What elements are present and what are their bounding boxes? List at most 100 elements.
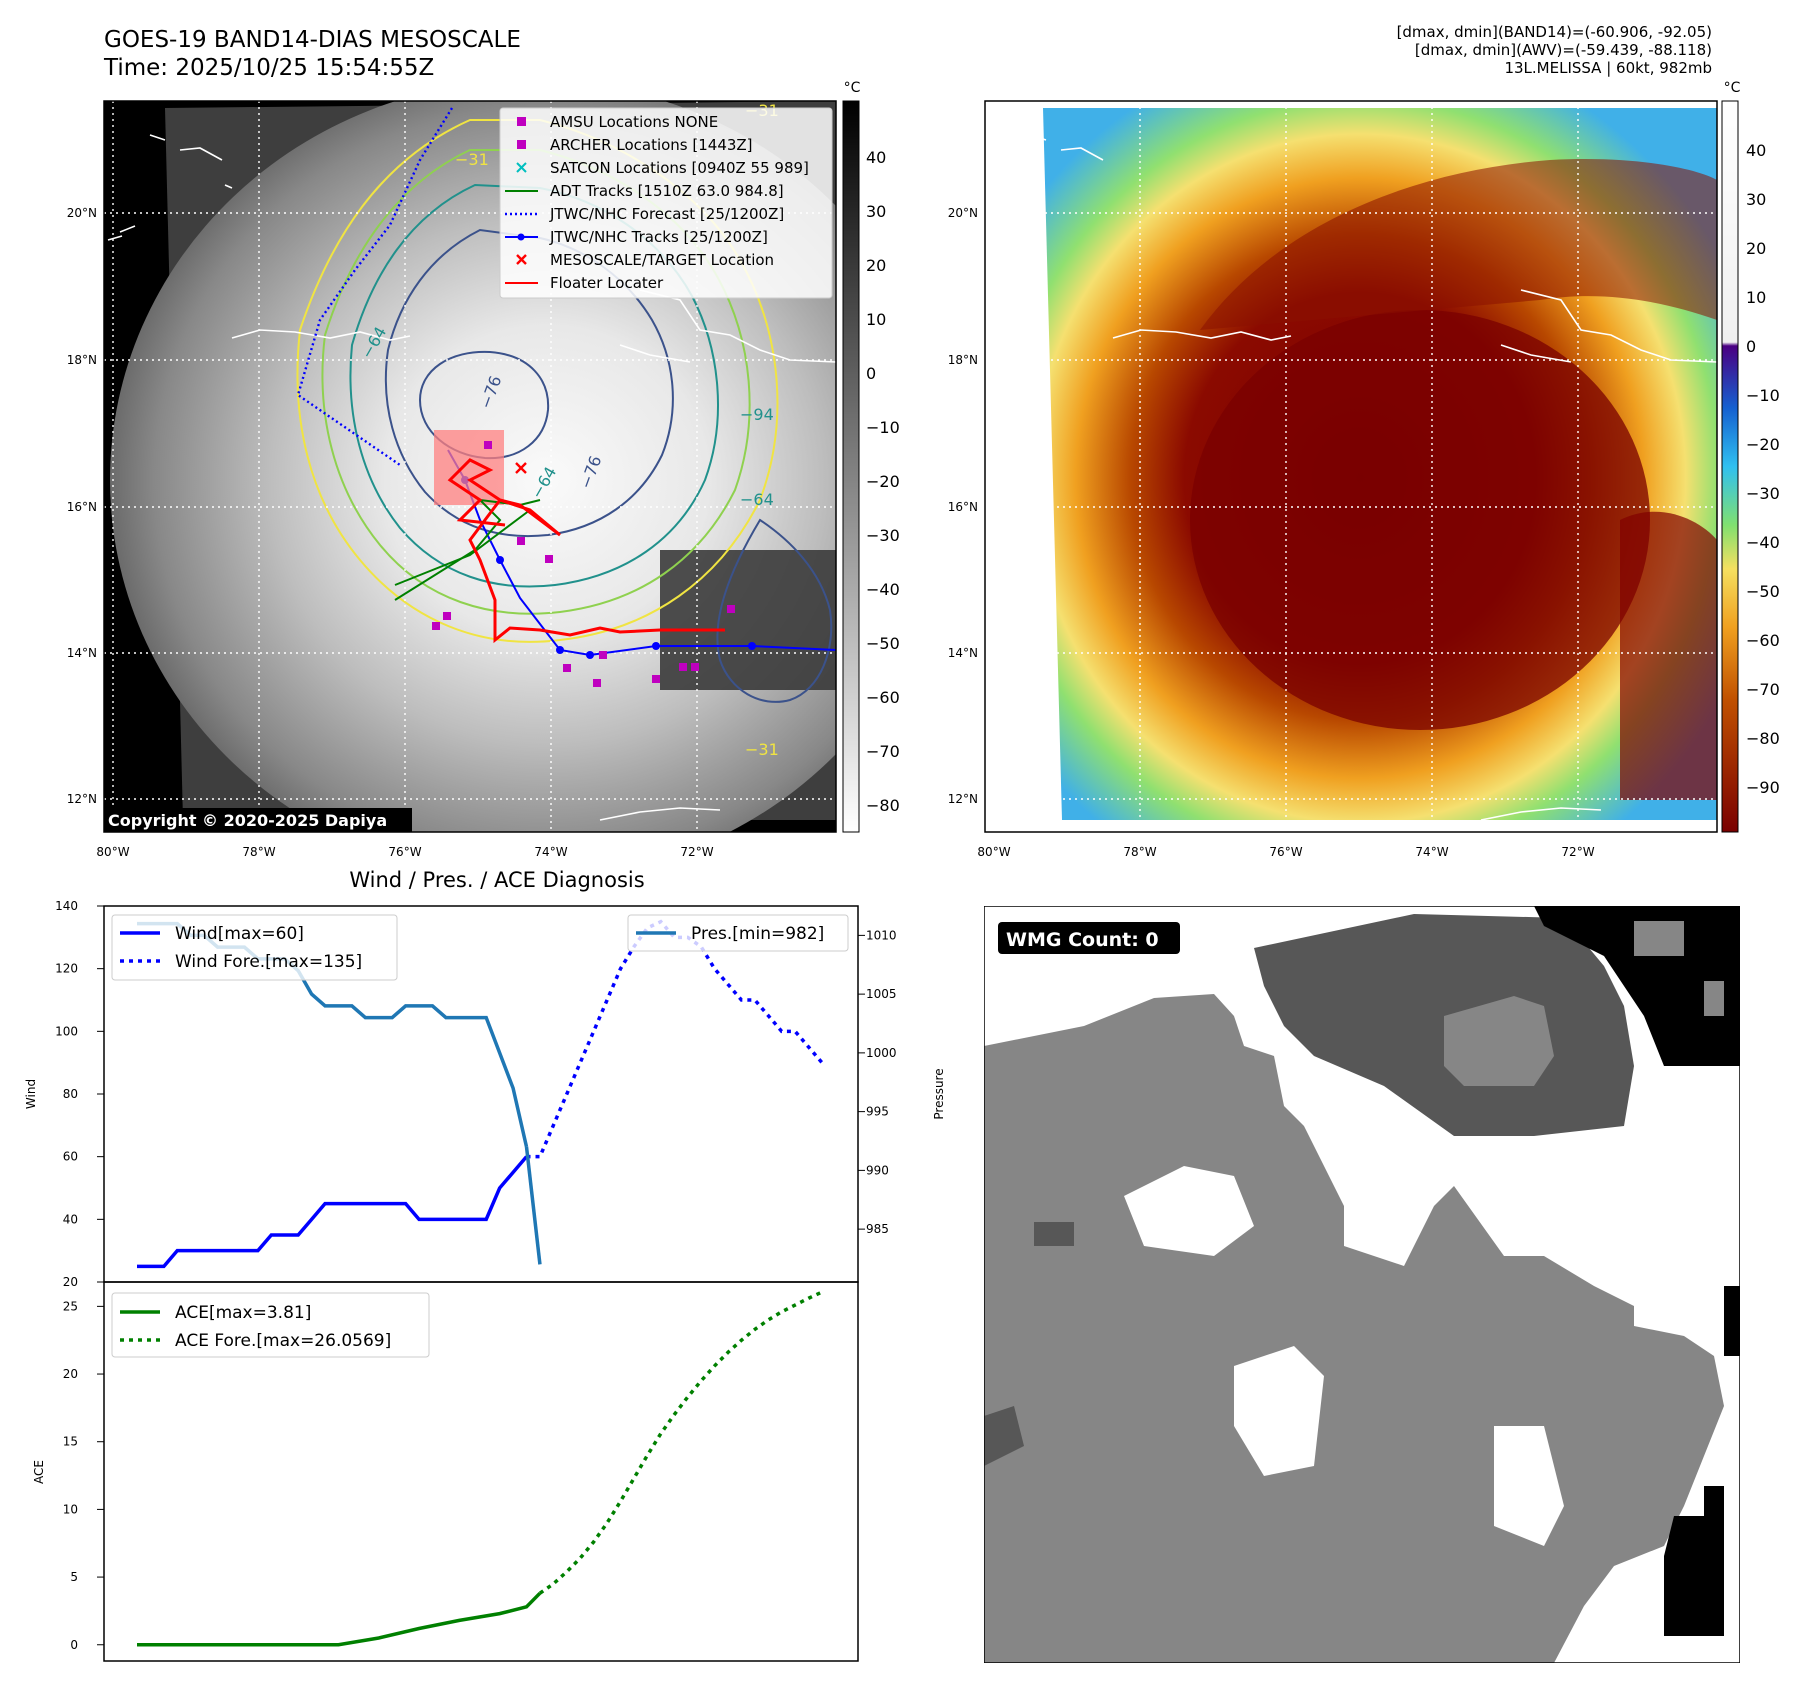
title-line-2: Time: 2025/10/25 15:54:55Z — [104, 55, 435, 81]
svg-text:−60: −60 — [866, 688, 900, 707]
ace-tick-label: 20 — [63, 1367, 78, 1381]
legend-wind: Wind[max=60] — [175, 924, 304, 944]
wind-tick-label: 120 — [55, 962, 78, 976]
svg-text:−20: −20 — [866, 472, 900, 491]
floater-track — [447, 458, 725, 644]
title-line-1: GOES-19 BAND14-DIAS MESOSCALE — [104, 27, 521, 53]
svg-text:−50: −50 — [866, 634, 900, 653]
ace-axis-label: ACE — [32, 1460, 46, 1484]
copyright-text: Copyright © 2020-2025 Dapiya — [108, 811, 387, 830]
jtwc-forecast-track — [296, 107, 454, 466]
wmg-count-label: WMG Count: 0 — [1006, 929, 1159, 951]
svg-text:Floater Locater: Floater Locater — [550, 274, 664, 292]
wind-y-ticks: 140 120 100 80 60 40 20 — [55, 899, 104, 1289]
pressure-legend: Pres.[min=982] — [627, 914, 849, 952]
wind-pres-series-1 — [526, 919, 824, 1159]
wind-tick-label: 100 — [55, 1024, 78, 1038]
info-line-2: [dmax, dmin](AWV)=(-59.439, -88.118) — [1414, 41, 1712, 59]
pressure-tick-label: 1005 — [866, 987, 897, 1001]
left-map-lon-ticks: 80°W 78°W 76°W 74°W 72°W — [96, 845, 713, 859]
svg-text:14°N: 14°N — [67, 646, 97, 660]
series-layer — [137, 919, 824, 1647]
svg-text:76°W: 76°W — [388, 845, 421, 859]
svg-text:72°W: 72°W — [1561, 845, 1594, 859]
svg-text:−10: −10 — [1746, 386, 1780, 405]
svg-text:40: 40 — [866, 148, 886, 167]
svg-text:−60: −60 — [1746, 631, 1780, 650]
wind-pres-series-0 — [137, 1155, 528, 1269]
right-colorbar-ticks: 40 30 20 10 0 −10 −20 −30 −40 −50 −60 −7… — [1746, 141, 1780, 797]
svg-text:20°N: 20°N — [67, 206, 97, 220]
left-map-lat-ticks: 20°N 18°N 16°N 14°N 12°N — [67, 206, 97, 806]
svg-text:SATCON Locations [0940Z 55 989: SATCON Locations [0940Z 55 989] — [550, 159, 809, 177]
left-colorbar-ticks: 40 30 20 10 0 −10 −20 −30 −40 −50 −60 −7… — [866, 148, 900, 815]
pressure-tick-label: 1000 — [866, 1046, 897, 1060]
pressure-axis-label: Pressure — [932, 1068, 946, 1119]
svg-text:78°W: 78°W — [1123, 845, 1156, 859]
svg-text:ARCHER Locations [1443Z]: ARCHER Locations [1443Z] — [550, 136, 753, 154]
svg-text:−30: −30 — [866, 526, 900, 545]
right-colorbar-unit: °C — [1724, 80, 1741, 96]
ace-axes — [103, 1281, 859, 1662]
svg-text:20: 20 — [1746, 239, 1766, 258]
right-map-lon-ticks: 80°W 78°W 76°W 74°W 72°W — [977, 845, 1594, 859]
svg-text:−31: −31 — [455, 150, 489, 169]
figure-title: GOES-19 BAND14-DIAS MESOSCALE Time: 2025… — [104, 26, 521, 82]
svg-text:20°N: 20°N — [948, 206, 978, 220]
wind-axis-label: Wind — [24, 1079, 38, 1109]
pressure-tick-label: 985 — [866, 1222, 889, 1236]
ace-series-0 — [137, 1591, 542, 1647]
wind-legend: Wind[max=60] Wind Fore.[max=135] — [111, 914, 398, 981]
svg-text:80°W: 80°W — [977, 845, 1010, 859]
legend-ace-forecast: ACE Fore.[max=26.0569] — [175, 1331, 391, 1351]
svg-text:−80: −80 — [866, 796, 900, 815]
svg-text:72°W: 72°W — [680, 845, 713, 859]
pressure-tick-label: 995 — [866, 1105, 889, 1119]
legend-wind-forecast: Wind Fore.[max=135] — [175, 952, 362, 972]
svg-text:0: 0 — [1746, 337, 1756, 356]
diagnostic-info: [dmax, dmin](BAND14)=(-60.906, -92.05) [… — [1397, 23, 1712, 77]
svg-text:30: 30 — [866, 202, 886, 221]
svg-text:−70: −70 — [866, 742, 900, 761]
right-map-lat-ticks: 20°N 18°N 16°N 14°N 12°N — [948, 206, 978, 806]
svg-text:18°N: 18°N — [67, 353, 97, 367]
svg-text:ADT Tracks [1510Z 63.0 984.8]: ADT Tracks [1510Z 63.0 984.8] — [550, 182, 784, 200]
ace-y-ticks: 25 20 15 10 5 0 — [63, 1299, 104, 1652]
svg-text:−30: −30 — [1746, 484, 1780, 503]
wind-tick-label: 40 — [63, 1212, 78, 1226]
ace-tick-label: 5 — [70, 1570, 78, 1584]
pressure-tick-label: 990 — [866, 1163, 889, 1177]
svg-text:12°N: 12°N — [948, 792, 978, 806]
svg-text:−10: −10 — [866, 418, 900, 437]
left-colorbar — [842, 100, 860, 833]
svg-text:AMSU Locations NONE: AMSU Locations NONE — [550, 113, 718, 131]
svg-text:JTWC/NHC Tracks [25/1200Z]: JTWC/NHC Tracks [25/1200Z] — [549, 228, 768, 246]
svg-text:20: 20 — [866, 256, 886, 275]
svg-text:16°N: 16°N — [948, 500, 978, 514]
svg-text:80°W: 80°W — [96, 845, 129, 859]
ace-tick-label: 10 — [63, 1502, 78, 1516]
svg-text:−90: −90 — [1746, 778, 1780, 797]
svg-text:30: 30 — [1746, 190, 1766, 209]
svg-text:18°N: 18°N — [948, 353, 978, 367]
wind-tick-label: 60 — [63, 1150, 78, 1164]
svg-text:−80: −80 — [1746, 729, 1780, 748]
ace-legend: ACE[max=3.81] ACE Fore.[max=26.0569] — [111, 1292, 430, 1358]
right-awv-map: 80°W 78°W 76°W 74°W 72°W 20°N 18°N 16°N … — [948, 80, 1780, 859]
ace-tick-label: 15 — [63, 1435, 78, 1449]
pressure-tick-label: 1010 — [866, 928, 897, 942]
svg-text:−50: −50 — [1746, 582, 1780, 601]
svg-text:JTWC/NHC Forecast [25/1200Z]: JTWC/NHC Forecast [25/1200Z] — [549, 205, 784, 223]
svg-text:40: 40 — [1746, 141, 1766, 160]
target-location-marker — [515, 462, 527, 474]
svg-text:−31: −31 — [745, 740, 779, 759]
info-line-3: 13L.MELISSA | 60kt, 982mb — [1504, 59, 1712, 77]
svg-text:78°W: 78°W — [242, 845, 275, 859]
svg-text:12°N: 12°N — [67, 792, 97, 806]
wind-pres-series-3 — [524, 1146, 542, 1265]
svg-text:16°N: 16°N — [67, 500, 97, 514]
pressure-y-ticks: 1010 1005 1000 995 990 985 — [858, 928, 897, 1236]
svg-text:74°W: 74°W — [1415, 845, 1448, 859]
right-colorbar — [1721, 100, 1739, 833]
legend-pressure: Pres.[min=982] — [691, 924, 824, 944]
